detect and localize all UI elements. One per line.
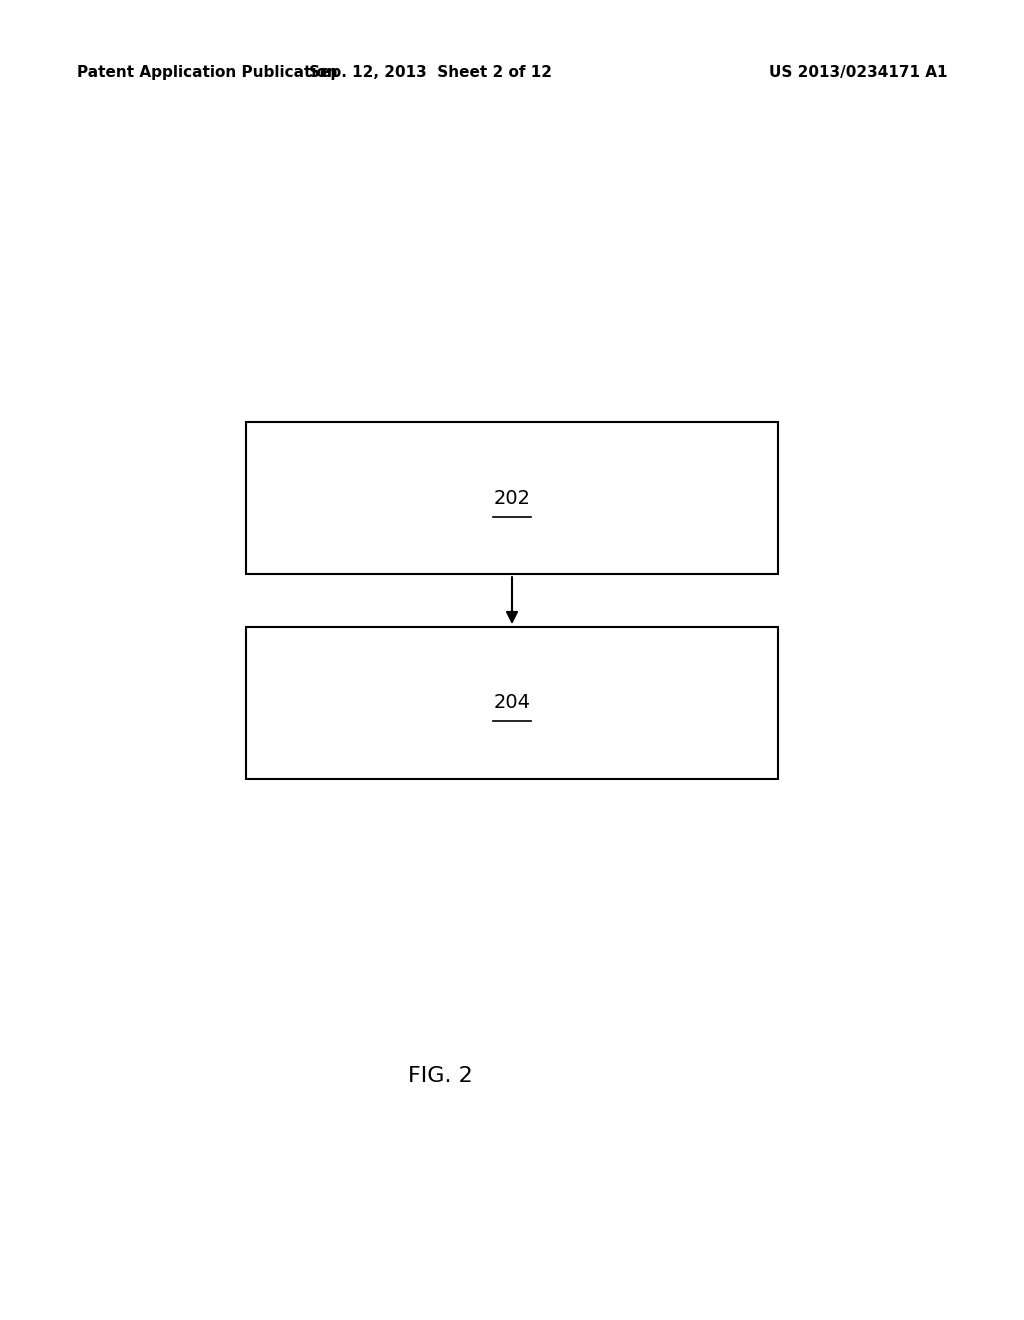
FancyBboxPatch shape — [246, 627, 778, 779]
FancyBboxPatch shape — [246, 422, 778, 574]
Text: US 2013/0234171 A1: US 2013/0234171 A1 — [769, 65, 947, 81]
Text: Patent Application Publication: Patent Application Publication — [77, 65, 338, 81]
Text: Sep. 12, 2013  Sheet 2 of 12: Sep. 12, 2013 Sheet 2 of 12 — [308, 65, 552, 81]
Text: 204: 204 — [494, 693, 530, 713]
Text: 202: 202 — [494, 488, 530, 508]
Text: FIG. 2: FIG. 2 — [408, 1065, 473, 1086]
